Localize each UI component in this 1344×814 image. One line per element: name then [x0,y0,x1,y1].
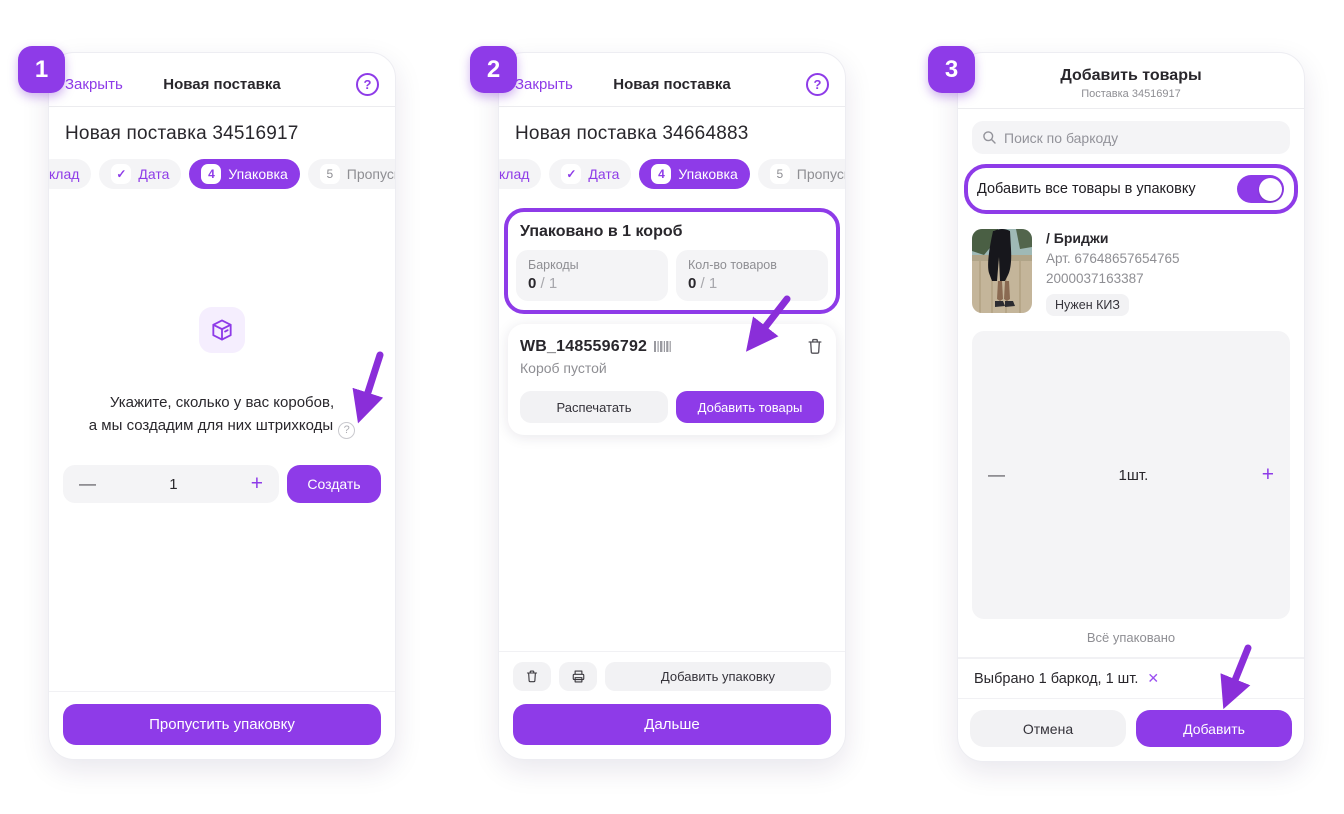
add-all-toggle[interactable] [1237,175,1284,203]
screen-2-card: Закрыть Новая поставка ? Новая поставка … [498,52,846,760]
add-products-button[interactable]: Добавить товары [676,391,824,423]
delete-box-icon[interactable] [806,337,824,356]
tab-data[interactable]: ✓ Дата [549,159,632,189]
toggle-knob [1258,177,1282,201]
create-button[interactable]: Создать [287,465,381,504]
product-photo [972,229,1032,313]
add-all-label: Добавить все товары в упаковку [977,181,1196,197]
step-2-badge: 2 [470,46,517,93]
header: Добавить товары Поставка 34516917 [958,53,1304,109]
tab-upakovka[interactable]: 4 Упаковка [189,159,300,189]
help-icon[interactable]: ? [356,73,379,96]
supply-title: Новая поставка 34516917 [65,123,299,144]
plus-button[interactable]: + [1261,463,1274,486]
add-package-button[interactable]: Добавить упаковку [605,662,831,691]
clear-selection-icon[interactable]: ✕ [1147,670,1160,686]
print-button[interactable]: Распечатать [520,391,668,423]
tab-propusk[interactable]: 5 Пропуск [307,159,395,189]
supply-title: Новая поставка 34664883 [515,123,749,144]
selected-text: Выбрано 1 баркод, 1 шт. [974,670,1139,687]
screen-3-card: Добавить товары Поставка 34516917 Добави… [957,52,1305,762]
sheet-subtitle: Поставка 34516917 [1081,88,1181,100]
wizard-tabs: клад ✓ Дата 4 Упаковка 5 Пропуск [49,151,395,199]
packed-summary-highlight: Упаковано в 1 короб Баркоды 0 / 1 Кол-во… [504,208,840,314]
step-1-badge: 1 [18,46,65,93]
hint-text: Укажите, сколько у вас коробов, а мы соз… [89,391,356,440]
step-3-badge: 3 [928,46,975,93]
add-button[interactable]: Добавить [1136,710,1292,747]
product-barcode: 2000037163387 [1046,271,1144,286]
box-name: WB_1485596792 [520,337,648,355]
tab-number: 4 [201,164,222,184]
product-article: Арт. 67648657654765 [1046,251,1180,266]
next-button[interactable]: Дальше [513,704,831,745]
tab-upakovka[interactable]: 4 Упаковка [639,159,750,189]
box-status: Короб пустой [520,360,607,376]
sheet-title: Добавить товары [1060,67,1202,84]
skip-packaging-button[interactable]: Пропустить упаковку [63,704,381,745]
tab-data[interactable]: ✓ Дата [99,159,182,189]
hint-help-icon[interactable]: ? [338,422,356,440]
barcode-icon [654,340,671,353]
box-count-value: 1 [169,475,178,493]
tab-number: 4 [651,164,672,184]
kiz-badge: Нужен КИЗ [1046,294,1129,316]
tab-propusk[interactable]: 5 Пропуск [757,159,845,189]
empty-packaging-state: Укажите, сколько у вас коробов, а мы соз… [49,199,395,691]
selection-summary: Выбрано 1 баркод, 1 шт. ✕ [958,658,1304,698]
header: Закрыть Новая поставка ? [49,53,395,107]
close-button[interactable]: Закрыть [515,76,573,93]
header-title: Новая поставка [613,76,731,93]
quantity-stepper: — 1шт. + [972,331,1290,619]
close-button[interactable]: Закрыть [65,76,123,93]
check-icon: ✓ [111,164,132,184]
help-icon[interactable]: ? [806,73,829,96]
box-card: WB_1485596792 Короб пустой Распечатать Д… [508,324,836,435]
box-count-stepper: — 1 + [63,465,279,504]
check-icon: ✓ [561,164,582,184]
tab-number: 5 [319,164,340,184]
product-item: / Бриджи Арт. 67648657654765 20000371633… [958,214,1304,316]
product-name: / Бриджи [1046,230,1109,246]
minus-button[interactable]: — [988,465,1005,484]
cancel-button[interactable]: Отмена [970,710,1126,747]
search-icon [982,130,997,145]
packed-title: Упаковано в 1 короб [520,223,683,240]
divider [958,657,1304,658]
minus-button[interactable]: — [79,474,96,494]
tab-sklad[interactable]: клад [499,159,542,189]
stat-barcodes: Баркоды 0 / 1 [516,250,668,301]
all-packed-note: Всё упаковано [1086,630,1176,645]
plus-button[interactable]: + [250,472,263,496]
header: Закрыть Новая поставка ? [499,53,845,107]
delete-icon-button[interactable] [513,662,551,691]
barcode-search[interactable] [972,121,1290,154]
print-icon-button[interactable] [559,662,597,691]
wizard-tabs: клад ✓ Дата 4 Упаковка 5 Пропуск [499,151,845,199]
stat-items-count: Кол-во товаров 0 / 1 [676,250,828,301]
screen-1-card: Закрыть Новая поставка ? Новая поставка … [48,52,396,760]
tab-number: 5 [769,164,790,184]
quantity-value: 1шт. [1118,466,1149,484]
header-title: Новая поставка [163,76,281,93]
search-input[interactable] [1004,129,1280,146]
tab-sklad[interactable]: клад [49,159,92,189]
package-box-icon [199,307,245,353]
add-all-highlight: Добавить все товары в упаковку [964,164,1298,214]
